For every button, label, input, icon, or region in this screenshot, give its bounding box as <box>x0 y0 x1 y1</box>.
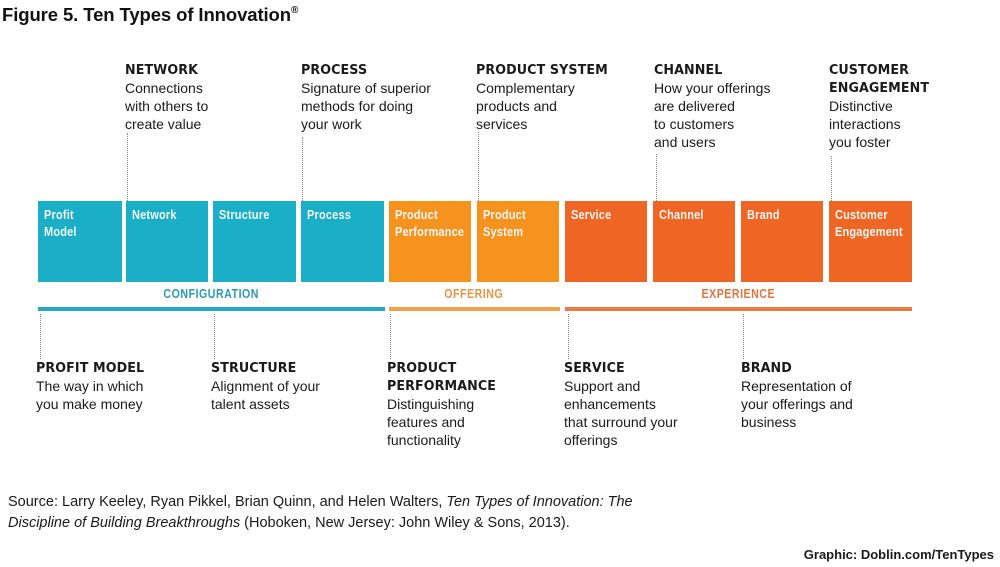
category-label-experience: EXPERIENCE <box>565 287 912 301</box>
box-label: Brand <box>747 208 780 222</box>
label-description: Alignment of your talent assets <box>211 378 320 412</box>
category-text: EXPERIENCE <box>701 287 776 301</box>
label-description: Support and enhancements that surround y… <box>564 378 678 448</box>
category-text: OFFERING <box>444 287 504 301</box>
source-suffix: (Hoboken, New Jersey: John Wiley & Sons,… <box>240 515 570 531</box>
label-heading: SERVICE <box>564 360 625 376</box>
bottom-label-service: SERVICE Support and enhancements that su… <box>564 359 678 449</box>
category-label-offering: OFFERING <box>389 287 559 301</box>
top-label-customer-engagement: CUSTOMER ENGAGEMENT Distinctive interact… <box>829 61 936 151</box>
box-structure: Structure <box>213 201 296 282</box>
label-description: Representation of your offerings and bus… <box>741 378 853 430</box>
box-label: Service <box>571 208 612 222</box>
top-label-process: PROCESS Signature of superior methods fo… <box>301 61 431 133</box>
label-description: Distinctive interactions you foster <box>829 98 901 150</box>
source-book-title-1: Ten Types of Innovation: The <box>446 494 633 510</box>
label-description: How your offerings are delivered to cust… <box>654 80 771 150</box>
label-description: The way in which you make money <box>36 378 144 412</box>
label-heading: PRODUCT PERFORMANCE <box>387 360 497 394</box>
box-product-performance: Product Performance <box>389 201 471 282</box>
label-heading: CHANNEL <box>654 62 723 78</box>
connector-product-performance <box>390 314 391 359</box>
box-profit-model: Profit Model <box>38 201 122 282</box>
label-description: Signature of superior methods for doing … <box>301 80 431 132</box>
figure-title-text: Figure 5. Ten Types of Innovation <box>2 4 291 25</box>
category-bar-experience <box>565 307 912 311</box>
box-label: Product Performance <box>395 208 465 239</box>
bottom-label-structure: STRUCTURE Alignment of your talent asset… <box>211 359 320 413</box>
label-heading: PROCESS <box>301 62 368 78</box>
box-process: Process <box>301 201 384 282</box>
graphic-credit: Graphic: Doblin.com/TenTypes <box>803 547 994 562</box>
label-heading: PROFIT MODEL <box>36 360 145 376</box>
category-label-configuration: CONFIGURATION <box>38 287 384 301</box>
connector-brand <box>743 314 744 359</box>
top-label-network: NETWORK Connections with others to creat… <box>125 61 208 133</box>
label-description: Distinguishing features and functionalit… <box>387 396 475 448</box>
box-label: Customer Engagement <box>835 208 903 239</box>
box-label: Channel <box>659 208 704 222</box>
source-citation: Source: Larry Keeley, Ryan Pikkel, Brian… <box>8 492 633 534</box>
top-label-channel: CHANNEL How your offerings are delivered… <box>654 61 770 151</box>
label-heading: CUSTOMER ENGAGEMENT <box>829 62 930 96</box>
connector-product-system <box>478 132 479 201</box>
label-description: Complementary products and services <box>476 80 575 132</box>
connector-profit-model <box>40 314 41 359</box>
connector-network <box>127 133 128 201</box>
box-service: Service <box>565 201 647 282</box>
box-network: Network <box>126 201 208 282</box>
connector-process <box>302 137 303 201</box>
connector-customer-engagement <box>831 156 832 201</box>
box-label: Profit Model <box>44 208 77 239</box>
box-channel: Channel <box>653 201 735 282</box>
connector-channel <box>656 154 657 201</box>
connector-structure <box>214 314 215 359</box>
box-label: Product System <box>483 208 526 239</box>
bottom-label-profit-model: PROFIT MODEL The way in which you make m… <box>36 359 151 413</box>
top-label-product-system: PRODUCT SYSTEM Complementary products an… <box>476 61 616 133</box>
category-bar-configuration <box>38 307 385 311</box>
label-description: Connections with others to create value <box>125 80 209 132</box>
category-bar-offering <box>389 307 560 311</box>
category-text: CONFIGURATION <box>163 287 259 301</box>
box-brand: Brand <box>741 201 823 282</box>
registered-mark: ® <box>290 4 299 16</box>
label-heading: NETWORK <box>125 62 198 78</box>
bottom-label-brand: BRAND Representation of your offerings a… <box>741 359 853 431</box>
bottom-label-product-performance: PRODUCT PERFORMANCE Distinguishing featu… <box>387 359 503 449</box>
box-label: Network <box>132 208 177 222</box>
source-prefix: Source: Larry Keeley, Ryan Pikkel, Brian… <box>8 494 447 510</box>
source-book-title-2: Discipline of Building Breakthroughs <box>8 515 241 531</box>
label-heading: PRODUCT SYSTEM <box>476 62 608 78</box>
connector-service <box>568 314 569 359</box>
box-label: Process <box>307 208 352 222</box>
label-heading: STRUCTURE <box>211 360 297 376</box>
box-label: Structure <box>219 208 270 222</box>
box-customer-engagement: Customer Engagement <box>829 201 912 282</box>
box-product-system: Product System <box>477 201 559 282</box>
figure-title: Figure 5. Ten Types of Innovation® <box>2 4 298 26</box>
label-heading: BRAND <box>741 360 792 376</box>
